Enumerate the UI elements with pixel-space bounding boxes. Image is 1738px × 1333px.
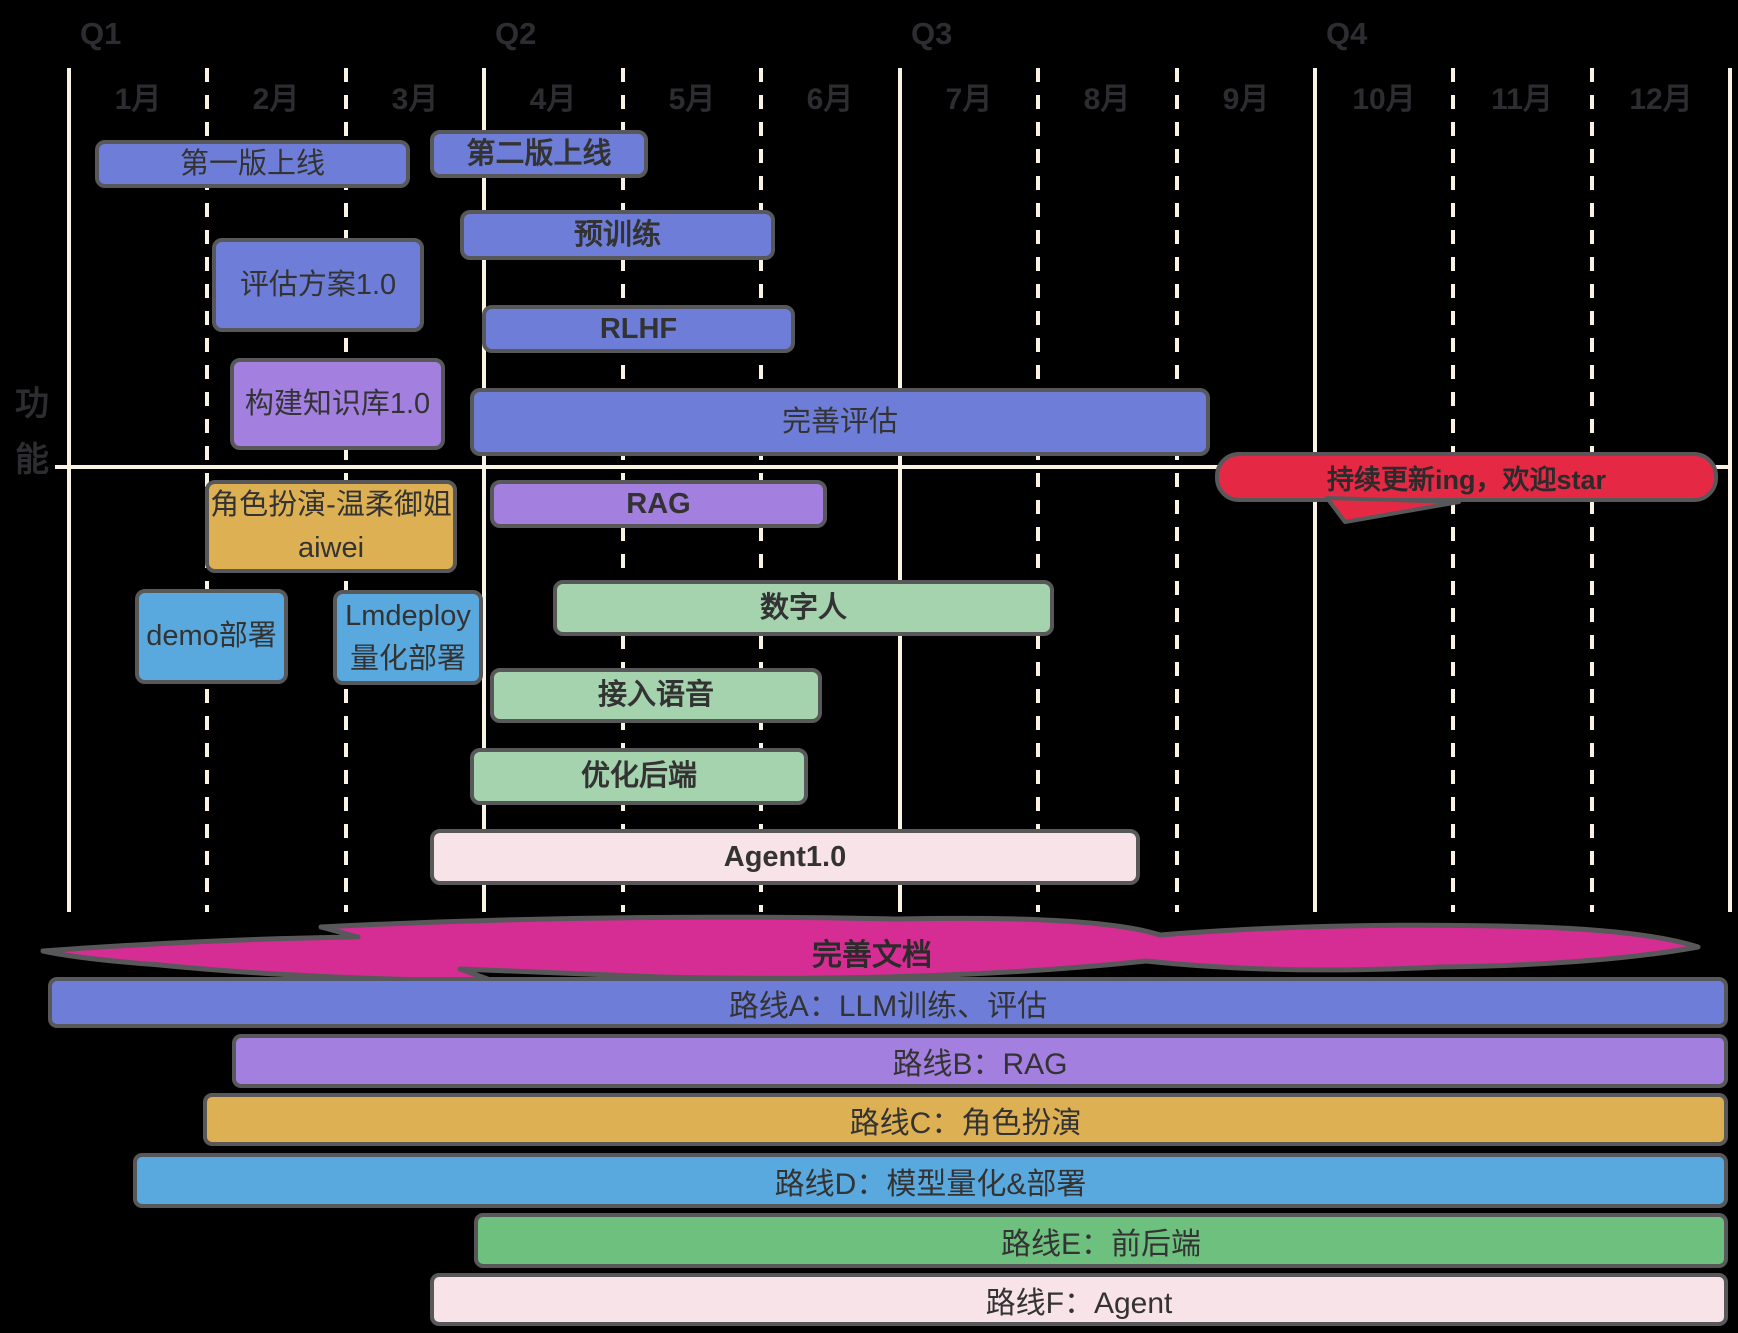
route-bar-label: 路线C：角色扮演	[849, 1106, 1082, 1140]
gridline-month-5	[1175, 68, 1179, 912]
task-bar-4: RLHF	[482, 305, 795, 353]
axis-line-horizontal	[55, 465, 1730, 469]
task-bar-2: 预训练	[460, 210, 775, 260]
task-bar-label: 评估方案1.0	[239, 268, 397, 301]
task-bar-label: 接入语音	[597, 679, 714, 712]
route-bar-2: 路线C：角色扮演	[203, 1093, 1728, 1146]
task-bar-10: Lmdeploy 量化部署	[333, 590, 483, 685]
callout-banner: 持续更新ing，欢迎star	[1215, 452, 1718, 502]
task-bar-1: 第二版上线	[430, 130, 648, 178]
task-bar-label: 构建知识库1.0	[244, 387, 431, 420]
month-label-12: 12月	[1629, 83, 1693, 116]
task-bar-label: Agent1.0	[723, 840, 847, 873]
task-bar-label: 第二版上线	[466, 137, 612, 170]
quarter-label-Q3: Q3	[911, 16, 953, 51]
quarter-label-Q2: Q2	[495, 16, 537, 51]
gridline-quarter-1	[482, 68, 486, 912]
task-bar-label: 角色扮演-温柔御姐	[210, 489, 452, 522]
route-bar-1: 路线B：RAG	[232, 1034, 1728, 1088]
route-bar-label: 路线D：模型量化&部署	[774, 1167, 1087, 1201]
month-label-4: 4月	[529, 83, 577, 116]
gridline-month-4	[1036, 68, 1040, 912]
month-label-9: 9月	[1222, 83, 1270, 116]
task-bar-label: RAG	[626, 487, 691, 520]
route-bar-label: 路线B：RAG	[892, 1048, 1068, 1081]
quarter-label-Q4: Q4	[1326, 16, 1368, 51]
task-bar-11: 数字人	[553, 580, 1054, 636]
y-axis-label: 功能	[15, 385, 49, 480]
ribbon-label: 完善文档	[812, 939, 932, 972]
route-bar-0: 路线A：LLM训练、评估	[48, 977, 1728, 1028]
gridline-quarter-2	[898, 68, 902, 912]
route-bar-label: 路线E：前后端	[1000, 1227, 1201, 1261]
callout-label: 持续更新ing，欢迎star	[1326, 464, 1607, 495]
task-bar-label: 完善评估	[781, 405, 898, 438]
task-bar-label: 优化后端	[580, 760, 697, 793]
task-bar-9: demo部署	[135, 589, 288, 684]
route-bar-label: 路线F：Agent	[985, 1286, 1173, 1320]
task-bar-label: Lmdeploy	[345, 600, 471, 633]
month-label-1: 1月	[114, 83, 162, 116]
task-bar-label-line2: aiwei	[297, 531, 365, 564]
month-label-7: 7月	[945, 83, 993, 116]
task-bar-14: Agent1.0	[430, 829, 1140, 885]
month-label-8: 8月	[1083, 83, 1131, 116]
task-bar-3: 评估方案1.0	[212, 238, 424, 332]
route-bar-4: 路线E：前后端	[474, 1213, 1728, 1268]
task-bar-7: 角色扮演-温柔御姐 aiwei	[205, 480, 457, 573]
quarter-label-Q1: Q1	[80, 16, 122, 51]
callout-tail	[1325, 496, 1461, 524]
month-label-3: 3月	[391, 83, 439, 116]
task-bar-8: RAG	[490, 480, 827, 528]
route-bar-3: 路线D：模型量化&部署	[133, 1153, 1728, 1208]
task-bar-0: 第一版上线	[95, 140, 410, 188]
task-bar-5: 构建知识库1.0	[230, 358, 445, 450]
task-bar-12: 接入语音	[490, 668, 822, 723]
task-bar-label: 预训练	[573, 218, 661, 251]
task-bar-13: 优化后端	[470, 748, 808, 805]
task-bar-label-line2: 量化部署	[349, 642, 466, 675]
gridline-quarter-0	[67, 68, 71, 912]
route-bar-label: 路线A：LLM训练、评估	[728, 989, 1048, 1023]
task-bar-label: RLHF	[599, 312, 678, 345]
gridline-quarter-4	[1728, 68, 1732, 912]
month-label-11: 11月	[1491, 83, 1553, 116]
task-bar-label: 第一版上线	[179, 147, 325, 180]
month-label-10: 10月	[1352, 83, 1416, 116]
month-label-6: 6月	[806, 83, 854, 116]
task-bar-6: 完善评估	[470, 388, 1210, 456]
month-label-2: 2月	[252, 83, 300, 116]
task-bar-label: demo部署	[146, 620, 277, 653]
task-bar-label: 数字人	[759, 591, 847, 624]
month-label-5: 5月	[668, 83, 716, 116]
route-bar-5: 路线F：Agent	[430, 1273, 1728, 1326]
